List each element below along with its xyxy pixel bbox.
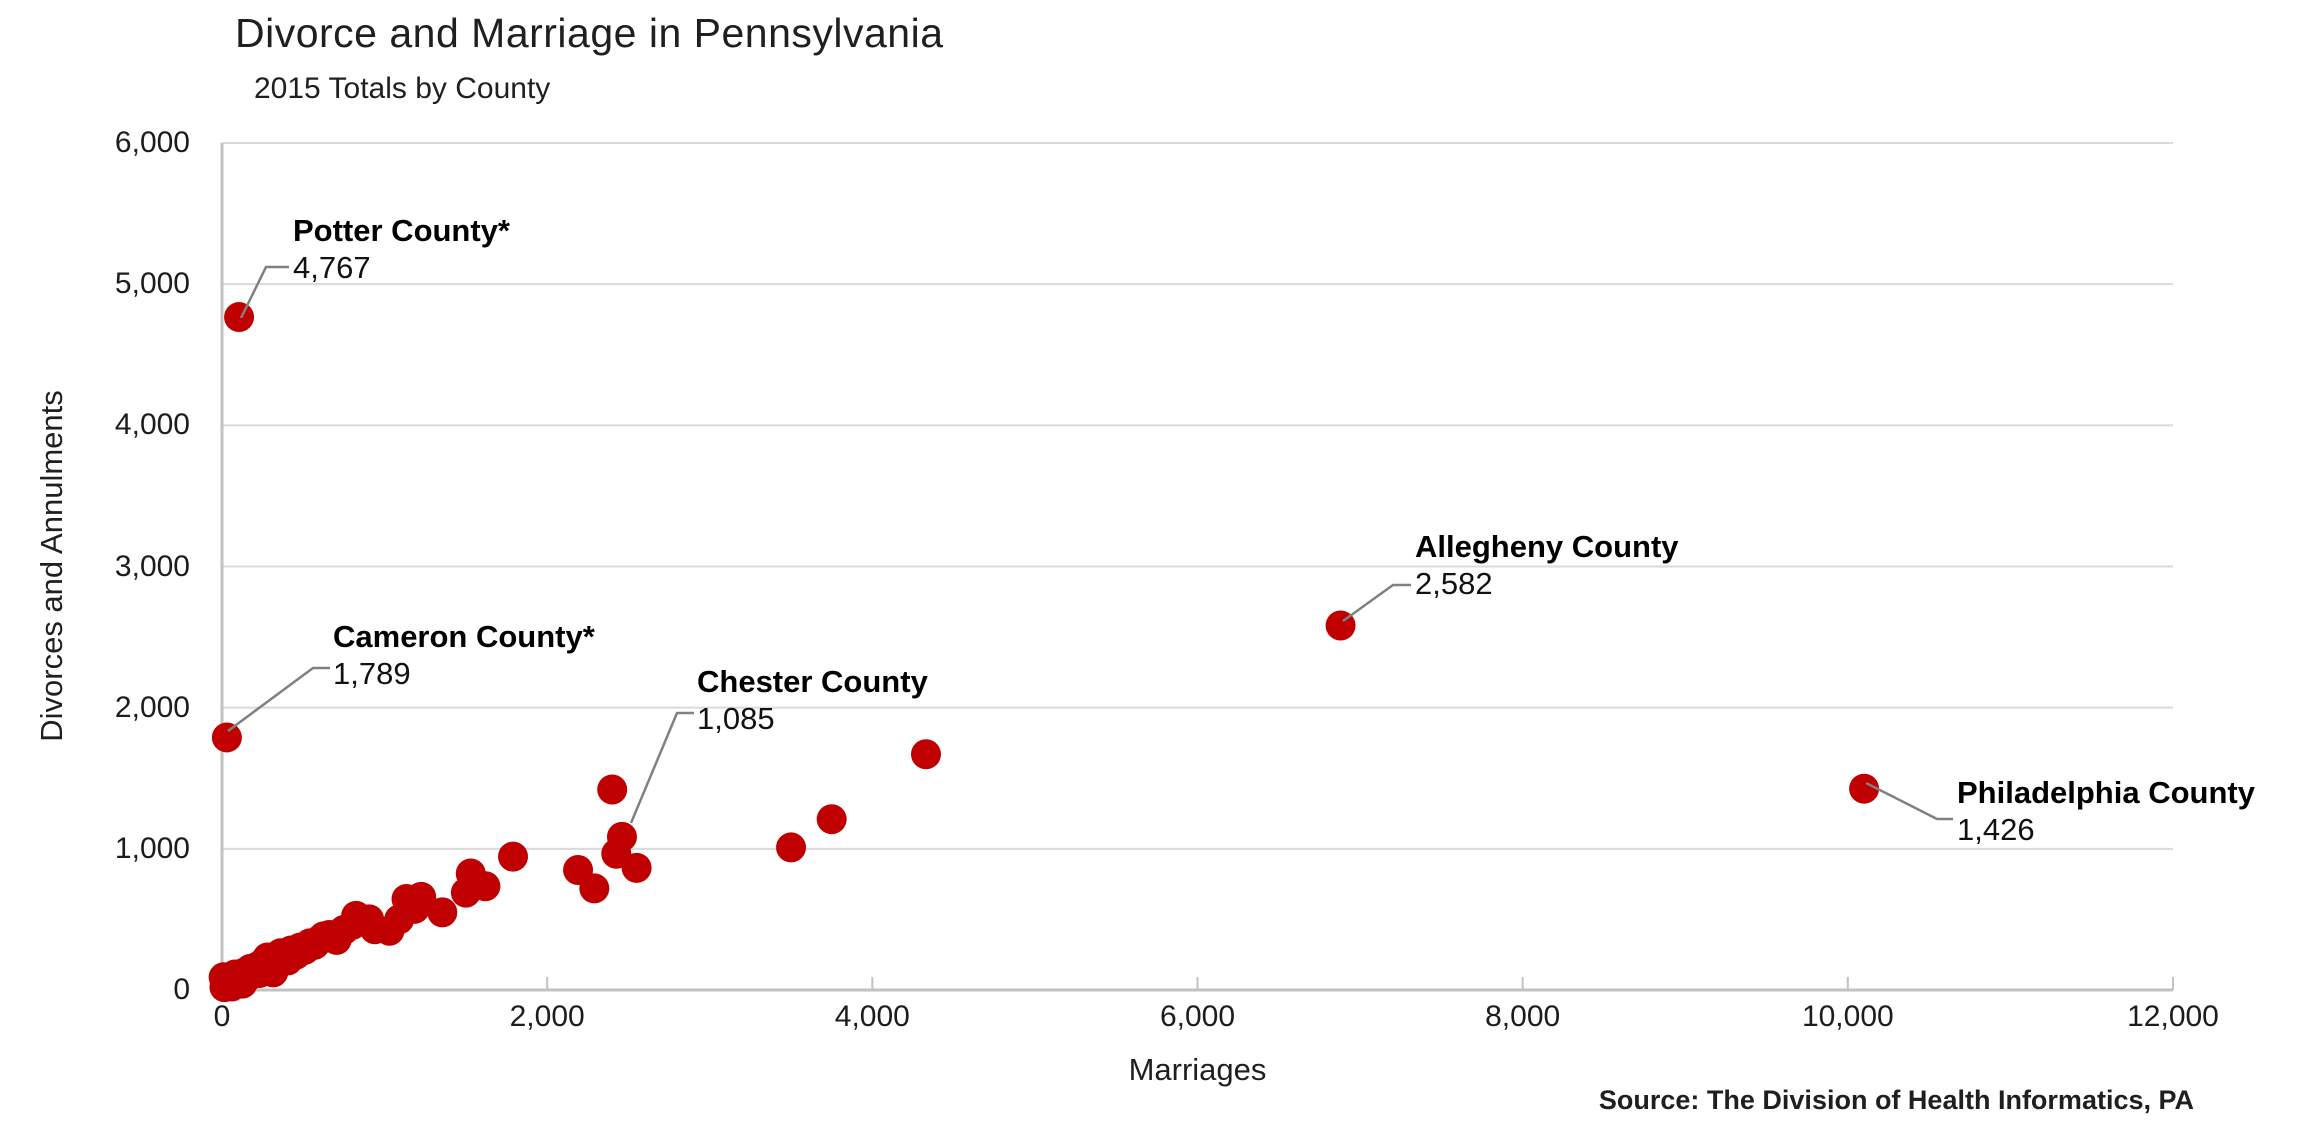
annotation-name: Philadelphia County	[1957, 775, 2255, 810]
data-point	[579, 873, 610, 904]
x-tick-label: 12,000	[2127, 1000, 2219, 1033]
y-tick-label: 3,000	[114, 549, 190, 583]
source-note: Source: The Division of Health Informati…	[1598, 1085, 2194, 1115]
annotation-philadelphia-county: Philadelphia County 1,426	[1957, 774, 2255, 848]
leader-line	[629, 711, 694, 824]
annotation-cameron-county: Cameron County* 1,789	[333, 618, 595, 692]
annotation-chester-county: Chester County 1,085	[697, 663, 928, 737]
data-point	[470, 871, 501, 902]
annotation-name: Chester County	[697, 664, 928, 699]
annotation-potter-county: Potter County* 4,767	[293, 212, 510, 286]
y-tick-label: 2,000	[114, 690, 190, 724]
y-tick-label: 1,000	[114, 831, 190, 865]
data-point	[816, 804, 847, 835]
annotation-name: Potter County*	[293, 213, 510, 248]
annotation-value: 2,582	[1415, 566, 1493, 601]
data-point-labeled	[606, 821, 637, 852]
data-point	[597, 774, 628, 805]
data-point-labeled	[211, 722, 242, 753]
annotation-value: 4,767	[293, 250, 371, 285]
annotation-allegheny-county: Allegheny County 2,582	[1415, 528, 1679, 602]
leader-line	[239, 265, 289, 319]
annotation-name: Cameron County*	[333, 619, 595, 654]
x-axis-title: Marriages	[1128, 1052, 1267, 1087]
data-point-labeled	[1849, 773, 1880, 804]
data-point	[776, 832, 807, 863]
data-point	[406, 881, 437, 912]
data-point	[427, 897, 458, 928]
annotation-value: 1,789	[333, 656, 411, 691]
chart-subtitle: 2015 Totals by County	[254, 72, 551, 105]
x-tick-label: 4,000	[834, 1000, 910, 1033]
x-tick-label: 8,000	[1485, 1000, 1561, 1033]
y-tick-label: 4,000	[114, 408, 190, 442]
annotation-value: 1,085	[697, 701, 775, 736]
data-point	[621, 852, 652, 883]
y-tick-label: 6,000	[114, 126, 190, 159]
chart-title: Divorce and Marriage in Pennsylvania	[235, 10, 944, 56]
x-tick-label: 6,000	[1159, 1000, 1236, 1033]
y-tick-label: 5,000	[114, 267, 190, 301]
annotation-name: Allegheny County	[1415, 529, 1679, 564]
x-tick-label: 0	[213, 1000, 231, 1033]
leader-line	[227, 666, 330, 733]
data-point	[498, 841, 529, 872]
leader-line	[1865, 781, 1953, 821]
data-point	[910, 739, 941, 770]
x-tick-label: 10,000	[1801, 1000, 1894, 1033]
leader-line	[1342, 583, 1411, 623]
x-tick-label: 2,000	[509, 1000, 585, 1033]
y-tick-label: 0	[173, 973, 190, 1006]
data-point-labeled	[224, 302, 255, 333]
annotation-value: 1,426	[1957, 812, 2035, 847]
